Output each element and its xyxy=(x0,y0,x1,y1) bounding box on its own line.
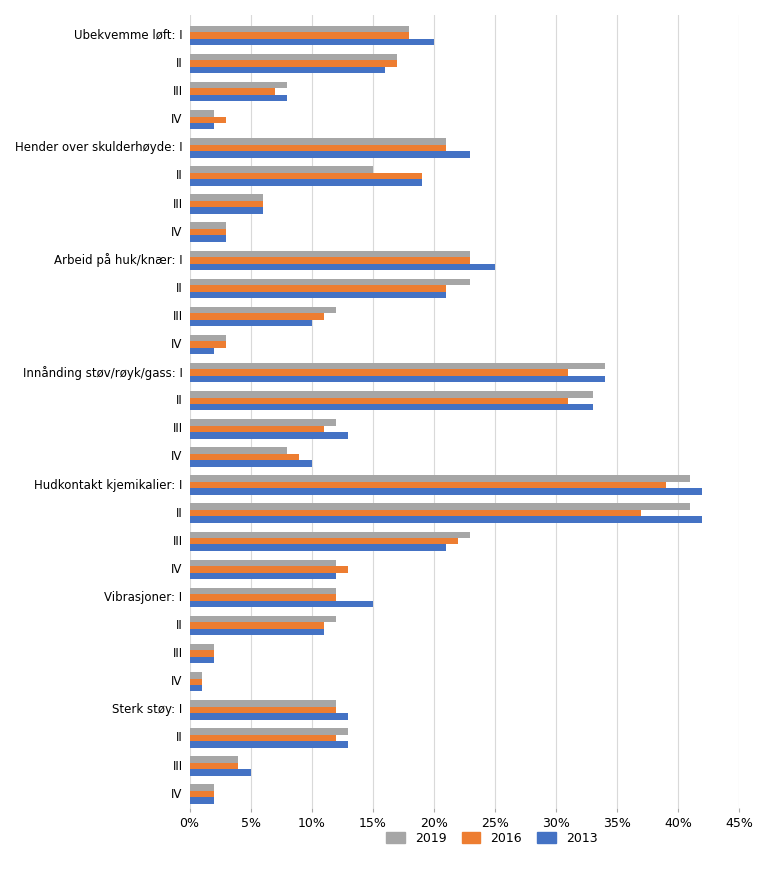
Bar xyxy=(190,679,202,685)
Legend: 2019, 2016, 2013: 2019, 2016, 2013 xyxy=(381,827,602,849)
Bar xyxy=(190,116,227,123)
Bar xyxy=(190,145,446,151)
Bar xyxy=(190,476,690,482)
Bar xyxy=(190,95,287,101)
Bar xyxy=(190,622,324,628)
Bar xyxy=(190,572,336,579)
Bar xyxy=(190,166,372,173)
Bar xyxy=(190,179,422,186)
Bar xyxy=(190,532,471,538)
Bar xyxy=(190,651,214,657)
Bar xyxy=(190,756,238,763)
Bar xyxy=(190,426,324,432)
Bar xyxy=(190,32,409,38)
Bar xyxy=(190,279,471,285)
Bar xyxy=(190,595,336,601)
Bar xyxy=(190,369,568,375)
Bar xyxy=(190,313,324,320)
Bar xyxy=(190,616,336,622)
Bar xyxy=(190,769,250,776)
Bar xyxy=(190,89,275,95)
Bar xyxy=(190,375,604,383)
Bar xyxy=(190,391,593,398)
Bar xyxy=(190,729,349,735)
Bar xyxy=(190,447,287,454)
Bar xyxy=(190,706,336,713)
Bar xyxy=(190,685,202,691)
Bar xyxy=(190,229,227,235)
Bar xyxy=(190,38,434,46)
Bar xyxy=(190,544,446,551)
Bar xyxy=(190,139,446,145)
Bar xyxy=(190,285,446,291)
Bar xyxy=(190,235,227,242)
Bar xyxy=(190,67,385,73)
Bar xyxy=(190,419,336,426)
Bar xyxy=(190,735,336,741)
Bar xyxy=(190,460,312,467)
Bar xyxy=(190,432,349,439)
Bar xyxy=(190,173,422,179)
Bar xyxy=(190,488,703,494)
Bar xyxy=(190,510,641,517)
Bar xyxy=(190,560,336,566)
Bar xyxy=(190,257,471,264)
Bar xyxy=(190,482,666,488)
Bar xyxy=(190,307,336,313)
Bar xyxy=(190,601,372,607)
Bar xyxy=(190,123,214,130)
Bar xyxy=(190,26,409,32)
Bar xyxy=(190,784,214,791)
Bar xyxy=(190,454,300,460)
Bar xyxy=(190,672,202,679)
Bar xyxy=(190,201,263,207)
Bar xyxy=(190,741,349,747)
Bar xyxy=(190,797,214,804)
Bar xyxy=(190,61,397,67)
Bar xyxy=(190,763,238,769)
Bar xyxy=(190,363,604,369)
Bar xyxy=(190,644,214,651)
Bar xyxy=(190,342,227,348)
Bar xyxy=(190,151,471,157)
Bar xyxy=(190,538,458,544)
Bar xyxy=(190,54,397,61)
Bar xyxy=(190,348,214,354)
Bar xyxy=(190,264,495,270)
Bar xyxy=(190,517,703,523)
Bar xyxy=(190,194,263,201)
Bar xyxy=(190,713,349,720)
Bar xyxy=(190,250,471,257)
Bar xyxy=(190,566,349,572)
Bar xyxy=(190,657,214,663)
Bar xyxy=(190,700,336,706)
Bar xyxy=(190,791,214,797)
Bar xyxy=(190,320,312,326)
Bar xyxy=(190,82,287,89)
Bar xyxy=(190,207,263,214)
Bar xyxy=(190,291,446,298)
Bar xyxy=(190,223,227,229)
Bar xyxy=(190,404,593,410)
Bar xyxy=(190,587,336,595)
Bar xyxy=(190,398,568,404)
Bar xyxy=(190,110,214,116)
Bar xyxy=(190,628,324,636)
Bar xyxy=(190,503,690,510)
Bar xyxy=(190,335,227,342)
